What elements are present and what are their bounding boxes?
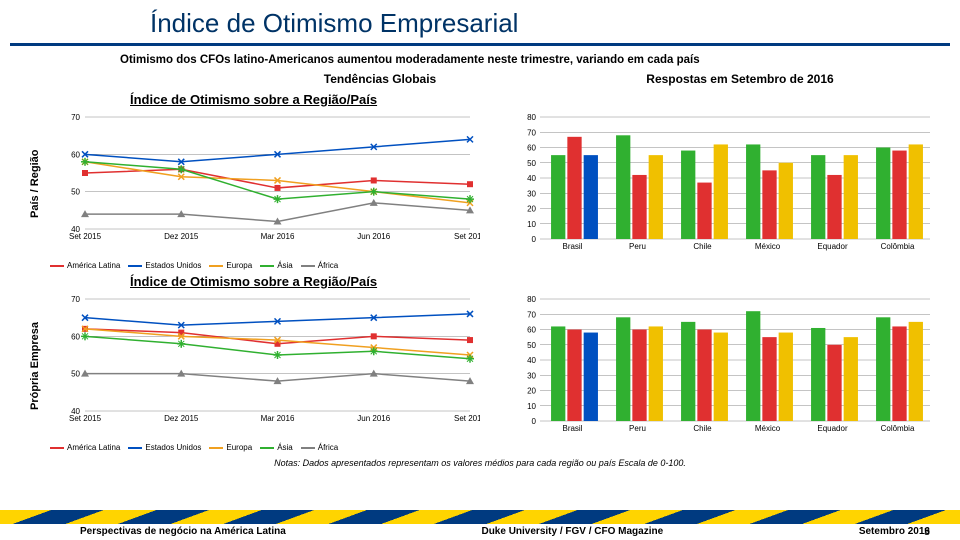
notes: Notas: Dados apresentados representam os… [0, 452, 960, 470]
svg-text:Dez 2015: Dez 2015 [164, 232, 199, 241]
svg-text:Dez 2015: Dez 2015 [164, 414, 199, 423]
svg-text:50: 50 [527, 159, 536, 168]
svg-text:50: 50 [71, 188, 80, 197]
footer-left: Perspectivas de negócio na América Latin… [80, 526, 286, 537]
svg-text:10: 10 [527, 220, 536, 229]
svg-text:Jun 2016: Jun 2016 [357, 414, 390, 423]
footer-mid: Duke University / FGV / CFO Magazine [481, 526, 663, 537]
svg-text:20: 20 [527, 387, 536, 396]
svg-text:Peru: Peru [629, 242, 646, 251]
footer-stripe [0, 510, 960, 524]
svg-text:70: 70 [71, 295, 80, 304]
svg-text:Brasil: Brasil [562, 242, 582, 251]
legend-item: Ásia [260, 261, 293, 270]
svg-text:60: 60 [71, 332, 80, 341]
legend-item: Ásia [260, 443, 293, 452]
svg-text:0: 0 [532, 235, 537, 244]
svg-text:Brasil: Brasil [562, 424, 582, 433]
legend-2: América Latina Estados Unidos Europa Ásia Áf… [0, 441, 960, 452]
svg-text:50: 50 [527, 341, 536, 350]
legend-item: Europa [209, 261, 252, 270]
svg-text:México: México [755, 424, 781, 433]
svg-text:0: 0 [532, 417, 537, 426]
legend-item: África [301, 443, 338, 452]
svg-text:Mar 2016: Mar 2016 [261, 414, 295, 423]
legend-item: Estados Unidos [128, 443, 201, 452]
svg-text:40: 40 [527, 356, 536, 365]
ylabel-1: País / Região [20, 109, 50, 259]
svg-text:Set 2015: Set 2015 [69, 232, 102, 241]
svg-text:Jun 2016: Jun 2016 [357, 232, 390, 241]
svg-text:Colômbia: Colômbia [881, 242, 915, 251]
svg-text:30: 30 [527, 371, 536, 380]
svg-text:Colômbia: Colômbia [881, 424, 915, 433]
footer-right: Setembro 2016 [859, 526, 930, 537]
bar-chart-1: 0 10 20 30 40 50 60 70 80 Brasil Peru Chile México Eq… [510, 109, 940, 259]
svg-text:Set 2016: Set 2016 [454, 414, 480, 423]
title-underline [10, 43, 950, 46]
svg-text:60: 60 [527, 326, 536, 335]
legend-item: América Latina [50, 443, 120, 452]
svg-text:30: 30 [527, 189, 536, 198]
svg-text:40: 40 [527, 174, 536, 183]
svg-text:Mar 2016: Mar 2016 [261, 232, 295, 241]
svg-text:80: 80 [527, 295, 536, 304]
svg-text:Chile: Chile [693, 242, 712, 251]
svg-text:10: 10 [527, 402, 536, 411]
footer: Perspectivas de negócio na América Latin… [0, 510, 960, 540]
svg-text:México: México [755, 242, 781, 251]
subtitle: Otimismo dos CFOs latino-Americanos aume… [0, 52, 960, 72]
svg-text:Chile: Chile [693, 424, 712, 433]
svg-text:50: 50 [71, 370, 80, 379]
col-head-left: Tendências Globais [200, 72, 560, 86]
svg-text:60: 60 [527, 144, 536, 153]
page-number: 3 [924, 526, 930, 538]
col-head-right: Respostas em Setembro de 2016 [560, 72, 920, 86]
section-title-2: Índice de Otimismo sobre a Região/País [0, 270, 960, 291]
svg-text:Equador: Equador [817, 242, 848, 251]
section-title-1: Índice de Otimismo sobre a Região/País [0, 88, 960, 109]
legend-item: Estados Unidos [128, 261, 201, 270]
legend-item: América Latina [50, 261, 120, 270]
svg-text:70: 70 [527, 128, 536, 137]
line-chart-1: 40506070Set 2015Dez 2015Mar 2016Jun 2016… [50, 109, 480, 259]
legend-item: África [301, 261, 338, 270]
svg-text:60: 60 [71, 150, 80, 159]
svg-text:70: 70 [527, 310, 536, 319]
line-chart-2: 40506070Set 2015Dez 2015Mar 2016Jun 2016… [50, 291, 480, 441]
bar-chart-2: 0 10 20 30 40 50 60 70 80 Brasil Peru Chile México Eq… [510, 291, 940, 441]
svg-text:Peru: Peru [629, 424, 646, 433]
svg-text:20: 20 [527, 205, 536, 214]
svg-text:Set 2016: Set 2016 [454, 232, 480, 241]
svg-text:Equador: Equador [817, 424, 848, 433]
ylabel-2: Própria Empresa [20, 291, 50, 441]
svg-text:Set 2015: Set 2015 [69, 414, 102, 423]
legend-1: América Latina Estados Unidos Europa Ásia Áf… [0, 259, 960, 270]
legend-item: Europa [209, 443, 252, 452]
page-title: Índice de Otimismo Empresarial [0, 0, 960, 43]
svg-text:80: 80 [527, 113, 536, 122]
svg-text:70: 70 [71, 113, 80, 122]
